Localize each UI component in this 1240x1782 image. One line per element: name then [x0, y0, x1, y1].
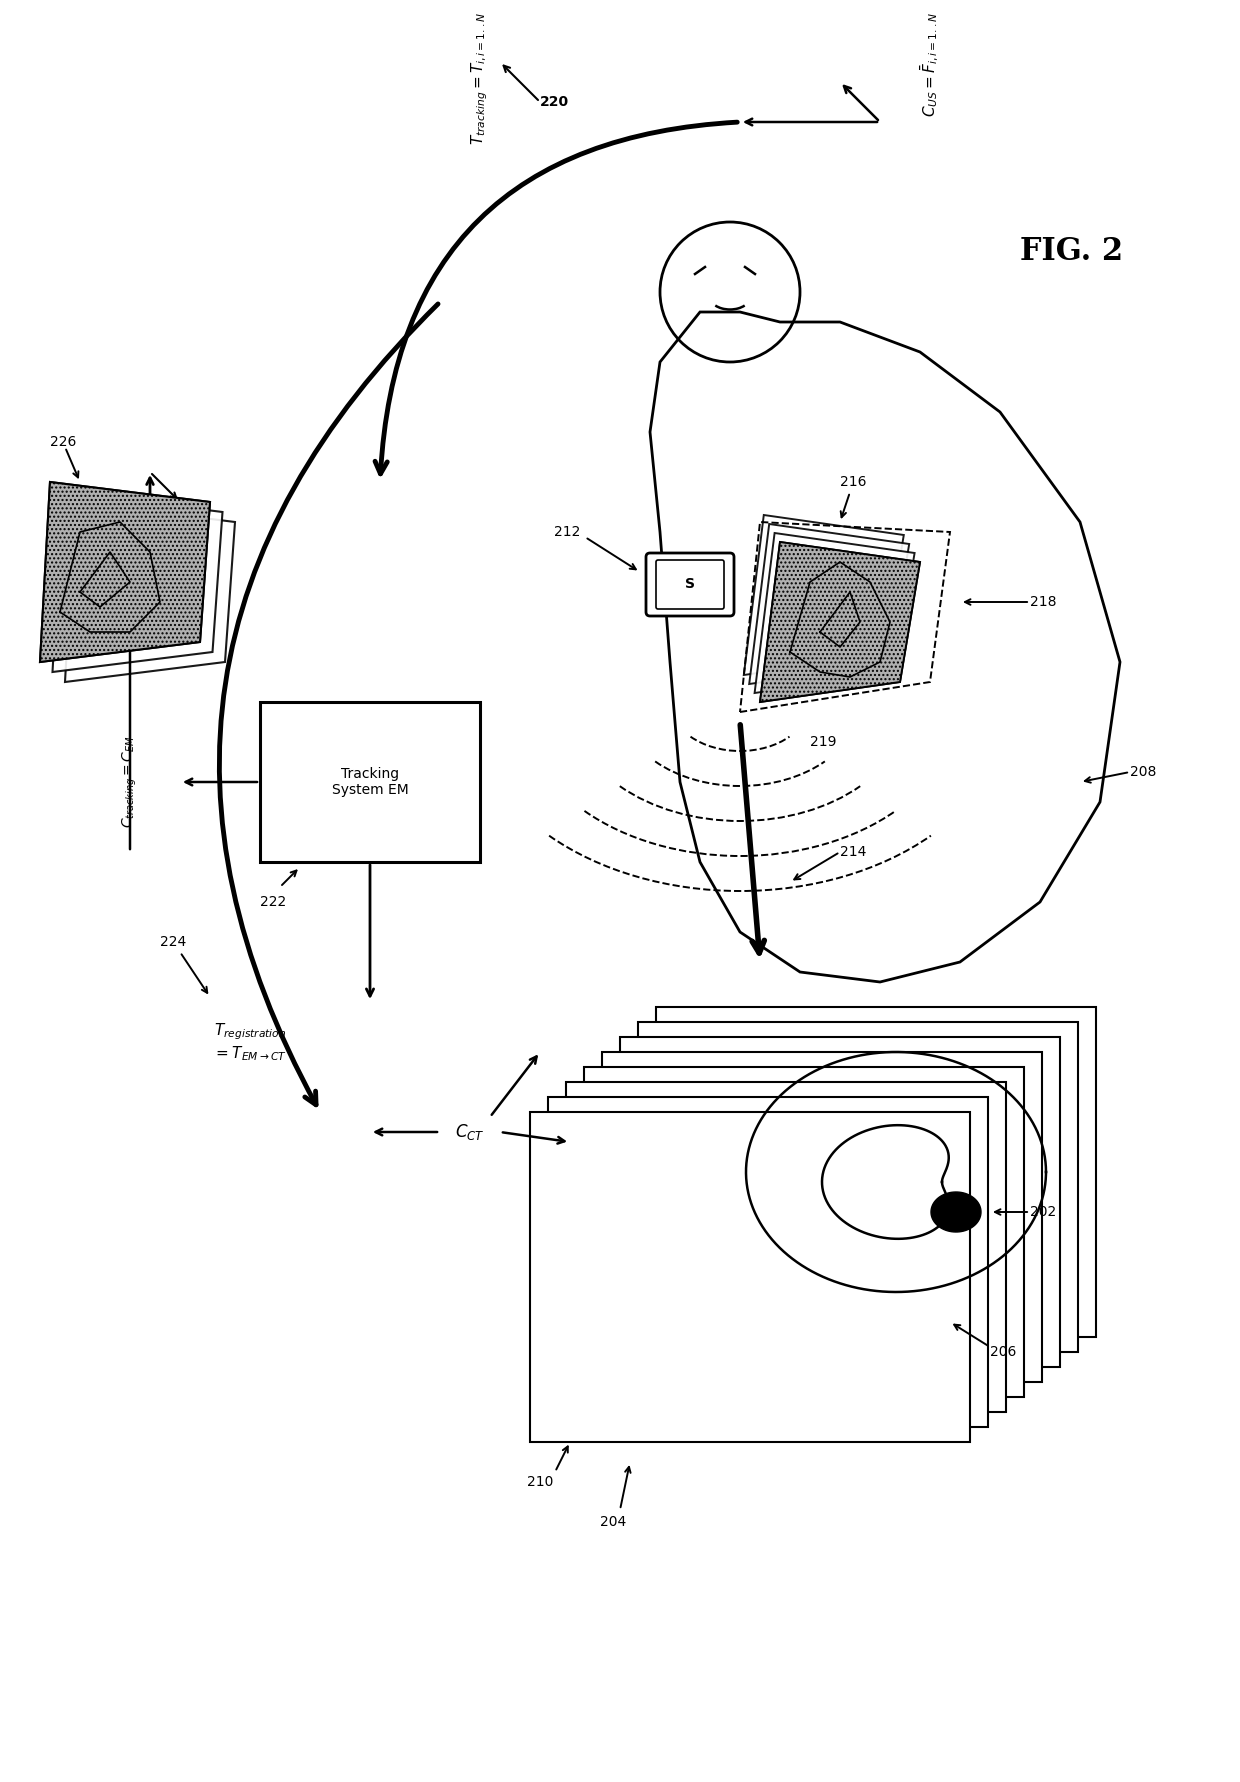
Bar — [565, 1082, 1006, 1411]
Polygon shape — [749, 524, 909, 684]
Bar — [639, 1023, 1078, 1353]
Polygon shape — [64, 503, 236, 683]
Bar — [529, 1112, 970, 1442]
FancyBboxPatch shape — [646, 552, 734, 617]
Text: 216: 216 — [839, 476, 867, 488]
Text: Tracking
System EM: Tracking System EM — [331, 766, 408, 797]
Text: 210: 210 — [527, 1475, 553, 1490]
Polygon shape — [760, 542, 920, 702]
Polygon shape — [744, 515, 904, 675]
Polygon shape — [52, 492, 222, 672]
Text: 212: 212 — [553, 526, 580, 538]
Text: 224: 224 — [160, 936, 186, 950]
Text: $C_{CT}$: $C_{CT}$ — [455, 1123, 485, 1142]
Text: 220: 220 — [539, 94, 569, 109]
Polygon shape — [760, 542, 920, 702]
Bar — [656, 1007, 1096, 1336]
Text: 214: 214 — [839, 845, 867, 859]
Bar — [601, 1051, 1042, 1383]
Text: $T_{registration}$
$= T_{EM\rightarrow CT}$: $T_{registration}$ $= T_{EM\rightarrow C… — [213, 1021, 286, 1064]
Text: 222: 222 — [260, 895, 286, 909]
Text: 219: 219 — [810, 734, 837, 748]
Polygon shape — [931, 1192, 981, 1231]
FancyBboxPatch shape — [656, 560, 724, 609]
Polygon shape — [40, 481, 210, 661]
Text: FIG. 2: FIG. 2 — [1021, 237, 1123, 267]
Text: $T_{tracking} = T_{i, i=1..N}$: $T_{tracking} = T_{i, i=1..N}$ — [470, 12, 490, 146]
Polygon shape — [755, 533, 915, 693]
Text: 204: 204 — [600, 1515, 626, 1529]
Text: 226: 226 — [50, 435, 77, 449]
Bar — [620, 1037, 1060, 1367]
Bar — [548, 1098, 988, 1427]
Text: $C_{US} = \bar{F}_{i, i=1..N}$: $C_{US} = \bar{F}_{i, i=1..N}$ — [919, 12, 941, 118]
Text: $C_{tracking} = C_{EM}$: $C_{tracking} = C_{EM}$ — [120, 736, 139, 829]
Text: 218: 218 — [1030, 595, 1056, 609]
Text: S: S — [684, 577, 694, 592]
Text: 202: 202 — [1030, 1205, 1056, 1219]
Bar — [584, 1067, 1024, 1397]
Text: 206: 206 — [990, 1345, 1017, 1360]
Bar — [260, 702, 480, 862]
Text: 208: 208 — [1130, 764, 1157, 779]
Polygon shape — [40, 481, 210, 661]
